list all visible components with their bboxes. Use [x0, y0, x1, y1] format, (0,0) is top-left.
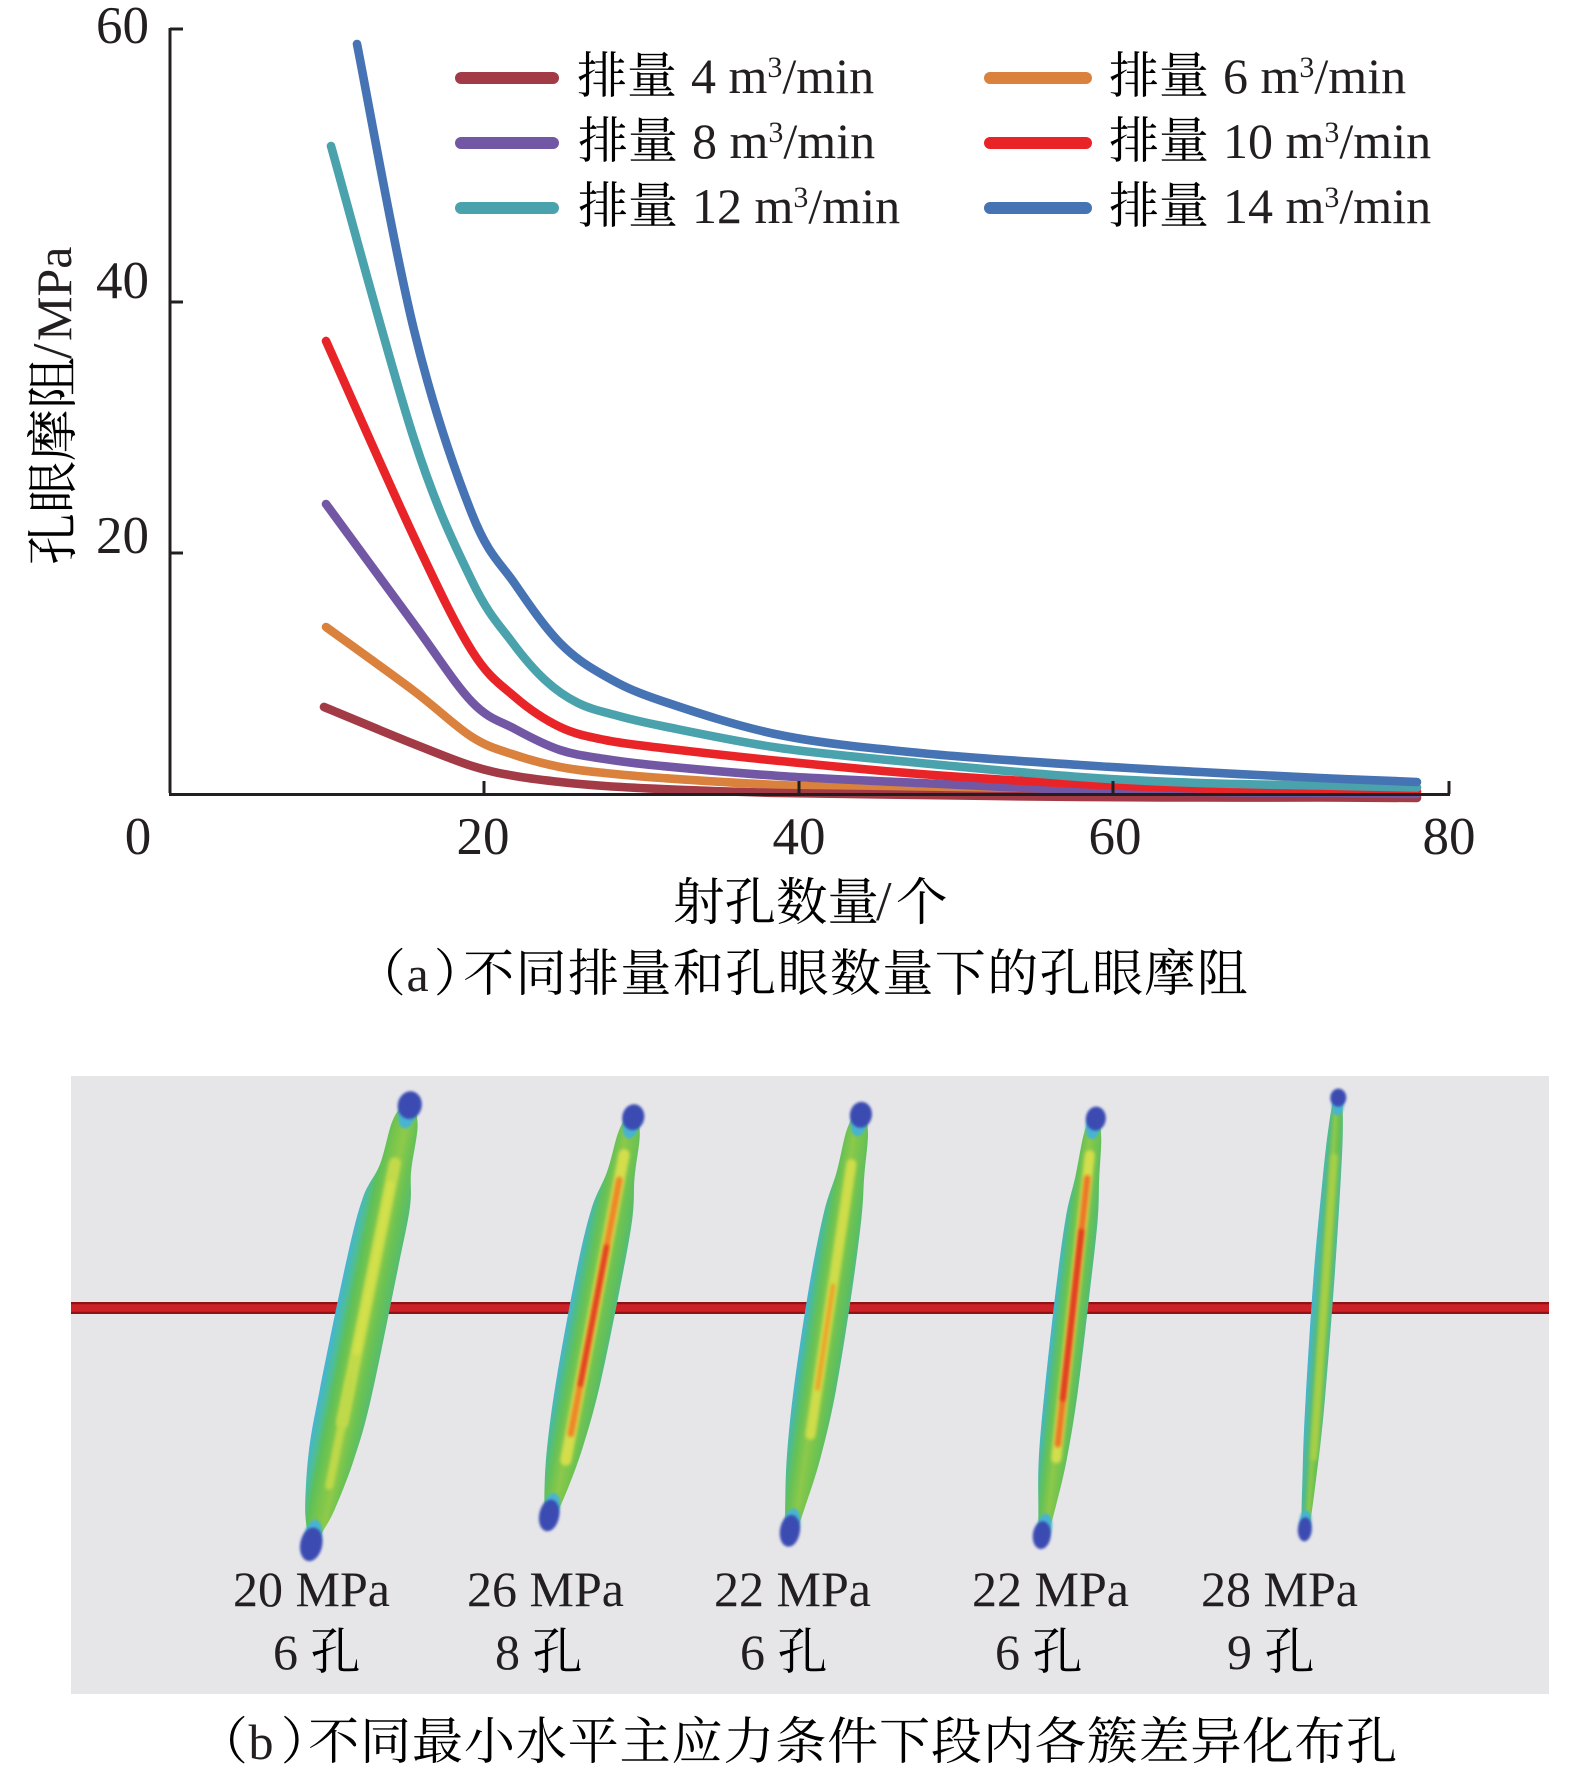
svg-text:8 m3/min: 8 m3/min: [692, 113, 875, 169]
svg-text:12 m3/min: 12 m3/min: [692, 178, 900, 234]
svg-text:/: /: [876, 871, 892, 933]
svg-text:28 MPa: 28 MPa: [1201, 1561, 1358, 1617]
svg-text:8: 8: [495, 1624, 520, 1680]
svg-text:26 MPa: 26 MPa: [467, 1561, 624, 1617]
svg-text:22 MPa: 22 MPa: [972, 1561, 1129, 1617]
svg-text:a: a: [407, 946, 429, 1002]
svg-text:20: 20: [96, 507, 149, 565]
svg-text:60: 60: [96, 0, 149, 55]
svg-text:9: 9: [1227, 1624, 1252, 1680]
svg-text:0: 0: [125, 808, 152, 866]
svg-text:b: b: [249, 1714, 274, 1770]
svg-text:20 MPa: 20 MPa: [233, 1561, 390, 1617]
svg-text:6: 6: [273, 1624, 298, 1680]
svg-text:MPa: MPa: [26, 247, 82, 341]
svg-text:40: 40: [773, 808, 826, 866]
svg-text:6: 6: [740, 1624, 765, 1680]
svg-text:22 MPa: 22 MPa: [714, 1561, 871, 1617]
svg-text:20: 20: [457, 808, 510, 866]
svg-text:60: 60: [1089, 808, 1142, 866]
svg-text:6 m3/min: 6 m3/min: [1223, 48, 1406, 104]
svg-text:6: 6: [995, 1624, 1020, 1680]
svg-text:14 m3/min: 14 m3/min: [1223, 178, 1431, 234]
svg-text:10 m3/min: 10 m3/min: [1223, 113, 1431, 169]
svg-text:4 m3/min: 4 m3/min: [691, 48, 874, 104]
svg-text:80: 80: [1423, 808, 1476, 866]
svg-text:/: /: [22, 343, 84, 359]
svg-text:40: 40: [96, 252, 149, 310]
